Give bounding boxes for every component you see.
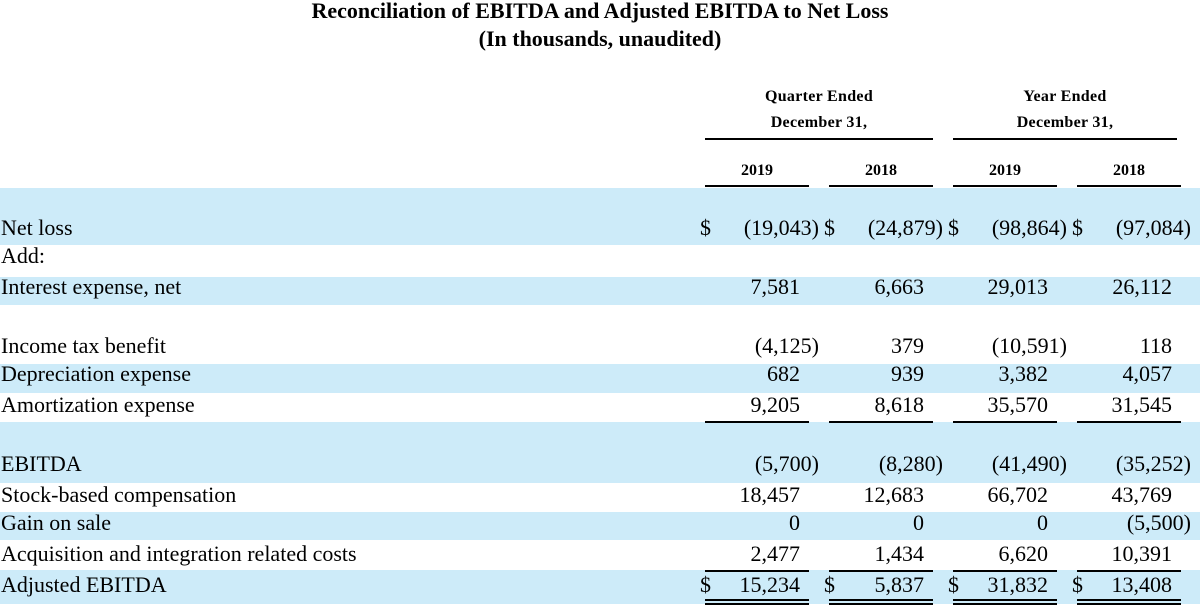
total-double-rule bbox=[1077, 603, 1181, 605]
row-label: Amortization expense bbox=[1, 392, 195, 417]
year-rule bbox=[1077, 185, 1181, 187]
subtotal-rule bbox=[953, 421, 1057, 423]
subtotal-rule bbox=[1077, 421, 1181, 423]
table-row-income-tax: Income tax benefit (4,125) 379 (10,591) … bbox=[1, 333, 1172, 358]
year-header-rule bbox=[953, 138, 1177, 140]
quarter-header-rule bbox=[705, 138, 933, 140]
table-row-depreciation: Depreciation expense 682 939 3,382 4,057 bbox=[1, 361, 1172, 386]
row-label: Stock-based compensation bbox=[1, 482, 237, 507]
year-ended-date: December 31, bbox=[1016, 114, 1114, 131]
year-ended-label: Year Ended bbox=[1023, 88, 1107, 105]
report-subtitle: (In thousands, unaudited) bbox=[478, 26, 722, 51]
table-row-acquisition-costs: Acquisition and integration related cost… bbox=[1, 541, 1172, 566]
table-row-ebitda: EBITDA (5,700) (8,280) (41,490) (35,252) bbox=[1, 451, 1191, 476]
table-row-adjusted-ebitda: Adjusted EBITDA $15,234 $5,837 $31,832 $… bbox=[1, 572, 1172, 597]
row-label: Adjusted EBITDA bbox=[1, 572, 167, 597]
row-label: Add: bbox=[1, 243, 45, 268]
total-top-rule bbox=[829, 570, 933, 572]
subtotal-rule bbox=[829, 421, 933, 423]
row-label: Acquisition and integration related cost… bbox=[1, 541, 357, 566]
row-label: Income tax benefit bbox=[1, 333, 166, 358]
year-col-q2018: 2018 bbox=[865, 162, 897, 179]
quarter-ended-label: Quarter Ended bbox=[764, 88, 874, 105]
quarter-ended-date: December 31, bbox=[770, 114, 868, 131]
row-band bbox=[0, 277, 1200, 305]
year-col-y2018: 2018 bbox=[1113, 162, 1145, 179]
subtotal-rule bbox=[705, 421, 809, 423]
table-row-net-loss: Net loss $ (19,043) $ (24,879) $ (98,864) $… bbox=[1, 215, 1191, 240]
year-rule bbox=[829, 185, 933, 187]
total-top-rule bbox=[705, 570, 809, 572]
table-row-interest-expense: Interest expense, net 7,581 6,663 29,013… bbox=[1, 274, 1172, 299]
report-title: Reconciliation of EBITDA and Adjusted EB… bbox=[311, 0, 889, 23]
year-col-y2019: 2019 bbox=[989, 162, 1021, 179]
row-label: Gain on sale bbox=[1, 510, 111, 535]
row-label: Net loss bbox=[1, 215, 73, 240]
row-band bbox=[0, 364, 1200, 393]
total-top-rule bbox=[1077, 570, 1181, 572]
table-row-amortization: Amortization expense 9,205 8,618 35,570 … bbox=[1, 392, 1172, 417]
row-band bbox=[0, 422, 1200, 483]
total-double-rule bbox=[705, 603, 809, 605]
table-row-add: Add: bbox=[0, 243, 1200, 269]
row-label: Interest expense, net bbox=[1, 274, 182, 299]
year-ended-header: Year Ended December 31, bbox=[953, 87, 1177, 133]
total-double-rule bbox=[953, 599, 1057, 601]
table-row-gain-on-sale: Gain on sale 0 0 0 (5,500) bbox=[1, 510, 1191, 535]
total-double-rule bbox=[829, 603, 933, 605]
total-top-rule bbox=[953, 570, 1057, 572]
row-label: Depreciation expense bbox=[1, 361, 191, 386]
table-row-stock-compensation: Stock-based compensation 18,457 12,683 6… bbox=[1, 482, 1172, 507]
year-rule bbox=[953, 185, 1057, 187]
total-double-rule bbox=[953, 603, 1057, 605]
row-band bbox=[0, 512, 1200, 540]
total-double-rule bbox=[829, 599, 933, 601]
year-col-q2019: 2019 bbox=[741, 162, 773, 179]
row-band bbox=[0, 188, 1200, 245]
row-label: EBITDA bbox=[1, 451, 82, 476]
total-double-rule bbox=[1077, 599, 1181, 601]
year-rule bbox=[705, 185, 809, 187]
total-double-rule bbox=[705, 599, 809, 601]
row-band bbox=[0, 570, 1200, 604]
quarter-ended-header: Quarter Ended December 31, bbox=[705, 87, 933, 133]
